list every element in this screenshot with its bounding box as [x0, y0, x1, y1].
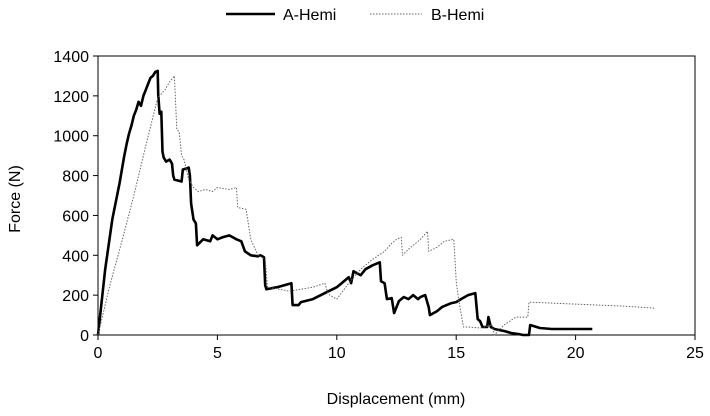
y-tick-label: 1400 — [53, 49, 89, 66]
y-axis-title: Force (N) — [7, 165, 24, 233]
y-tick-label: 1000 — [53, 129, 89, 146]
x-axis: 0 5 10 15 20 25 — [94, 335, 704, 362]
y-tick-label: 0 — [80, 328, 89, 345]
legend-label-a-hemi: A-Hemi — [283, 7, 336, 24]
series-layer — [96, 69, 655, 337]
x-tick-label: 15 — [447, 345, 465, 362]
legend: A-Hemi B-Hemi — [226, 7, 484, 24]
y-axis: 0 200 400 600 800 1000 1200 1400 — [53, 49, 98, 345]
y-tick-label: 400 — [62, 248, 89, 265]
x-tick-label: 10 — [328, 345, 346, 362]
y-tick-label: 800 — [62, 169, 89, 186]
x-axis-title: Displacement (mm) — [327, 391, 466, 408]
x-tick-label: 25 — [686, 345, 704, 362]
series-line-b-hemi — [97, 75, 655, 336]
series-line-a-hemi — [96, 69, 593, 337]
y-tick-label: 1200 — [53, 89, 89, 106]
x-tick-label: 5 — [213, 345, 222, 362]
x-tick-label: 20 — [567, 345, 585, 362]
x-tick-label: 0 — [94, 345, 103, 362]
legend-label-b-hemi: B-Hemi — [431, 7, 484, 24]
y-tick-label: 200 — [62, 288, 89, 305]
y-tick-label: 600 — [62, 208, 89, 225]
plot-area — [97, 55, 696, 336]
